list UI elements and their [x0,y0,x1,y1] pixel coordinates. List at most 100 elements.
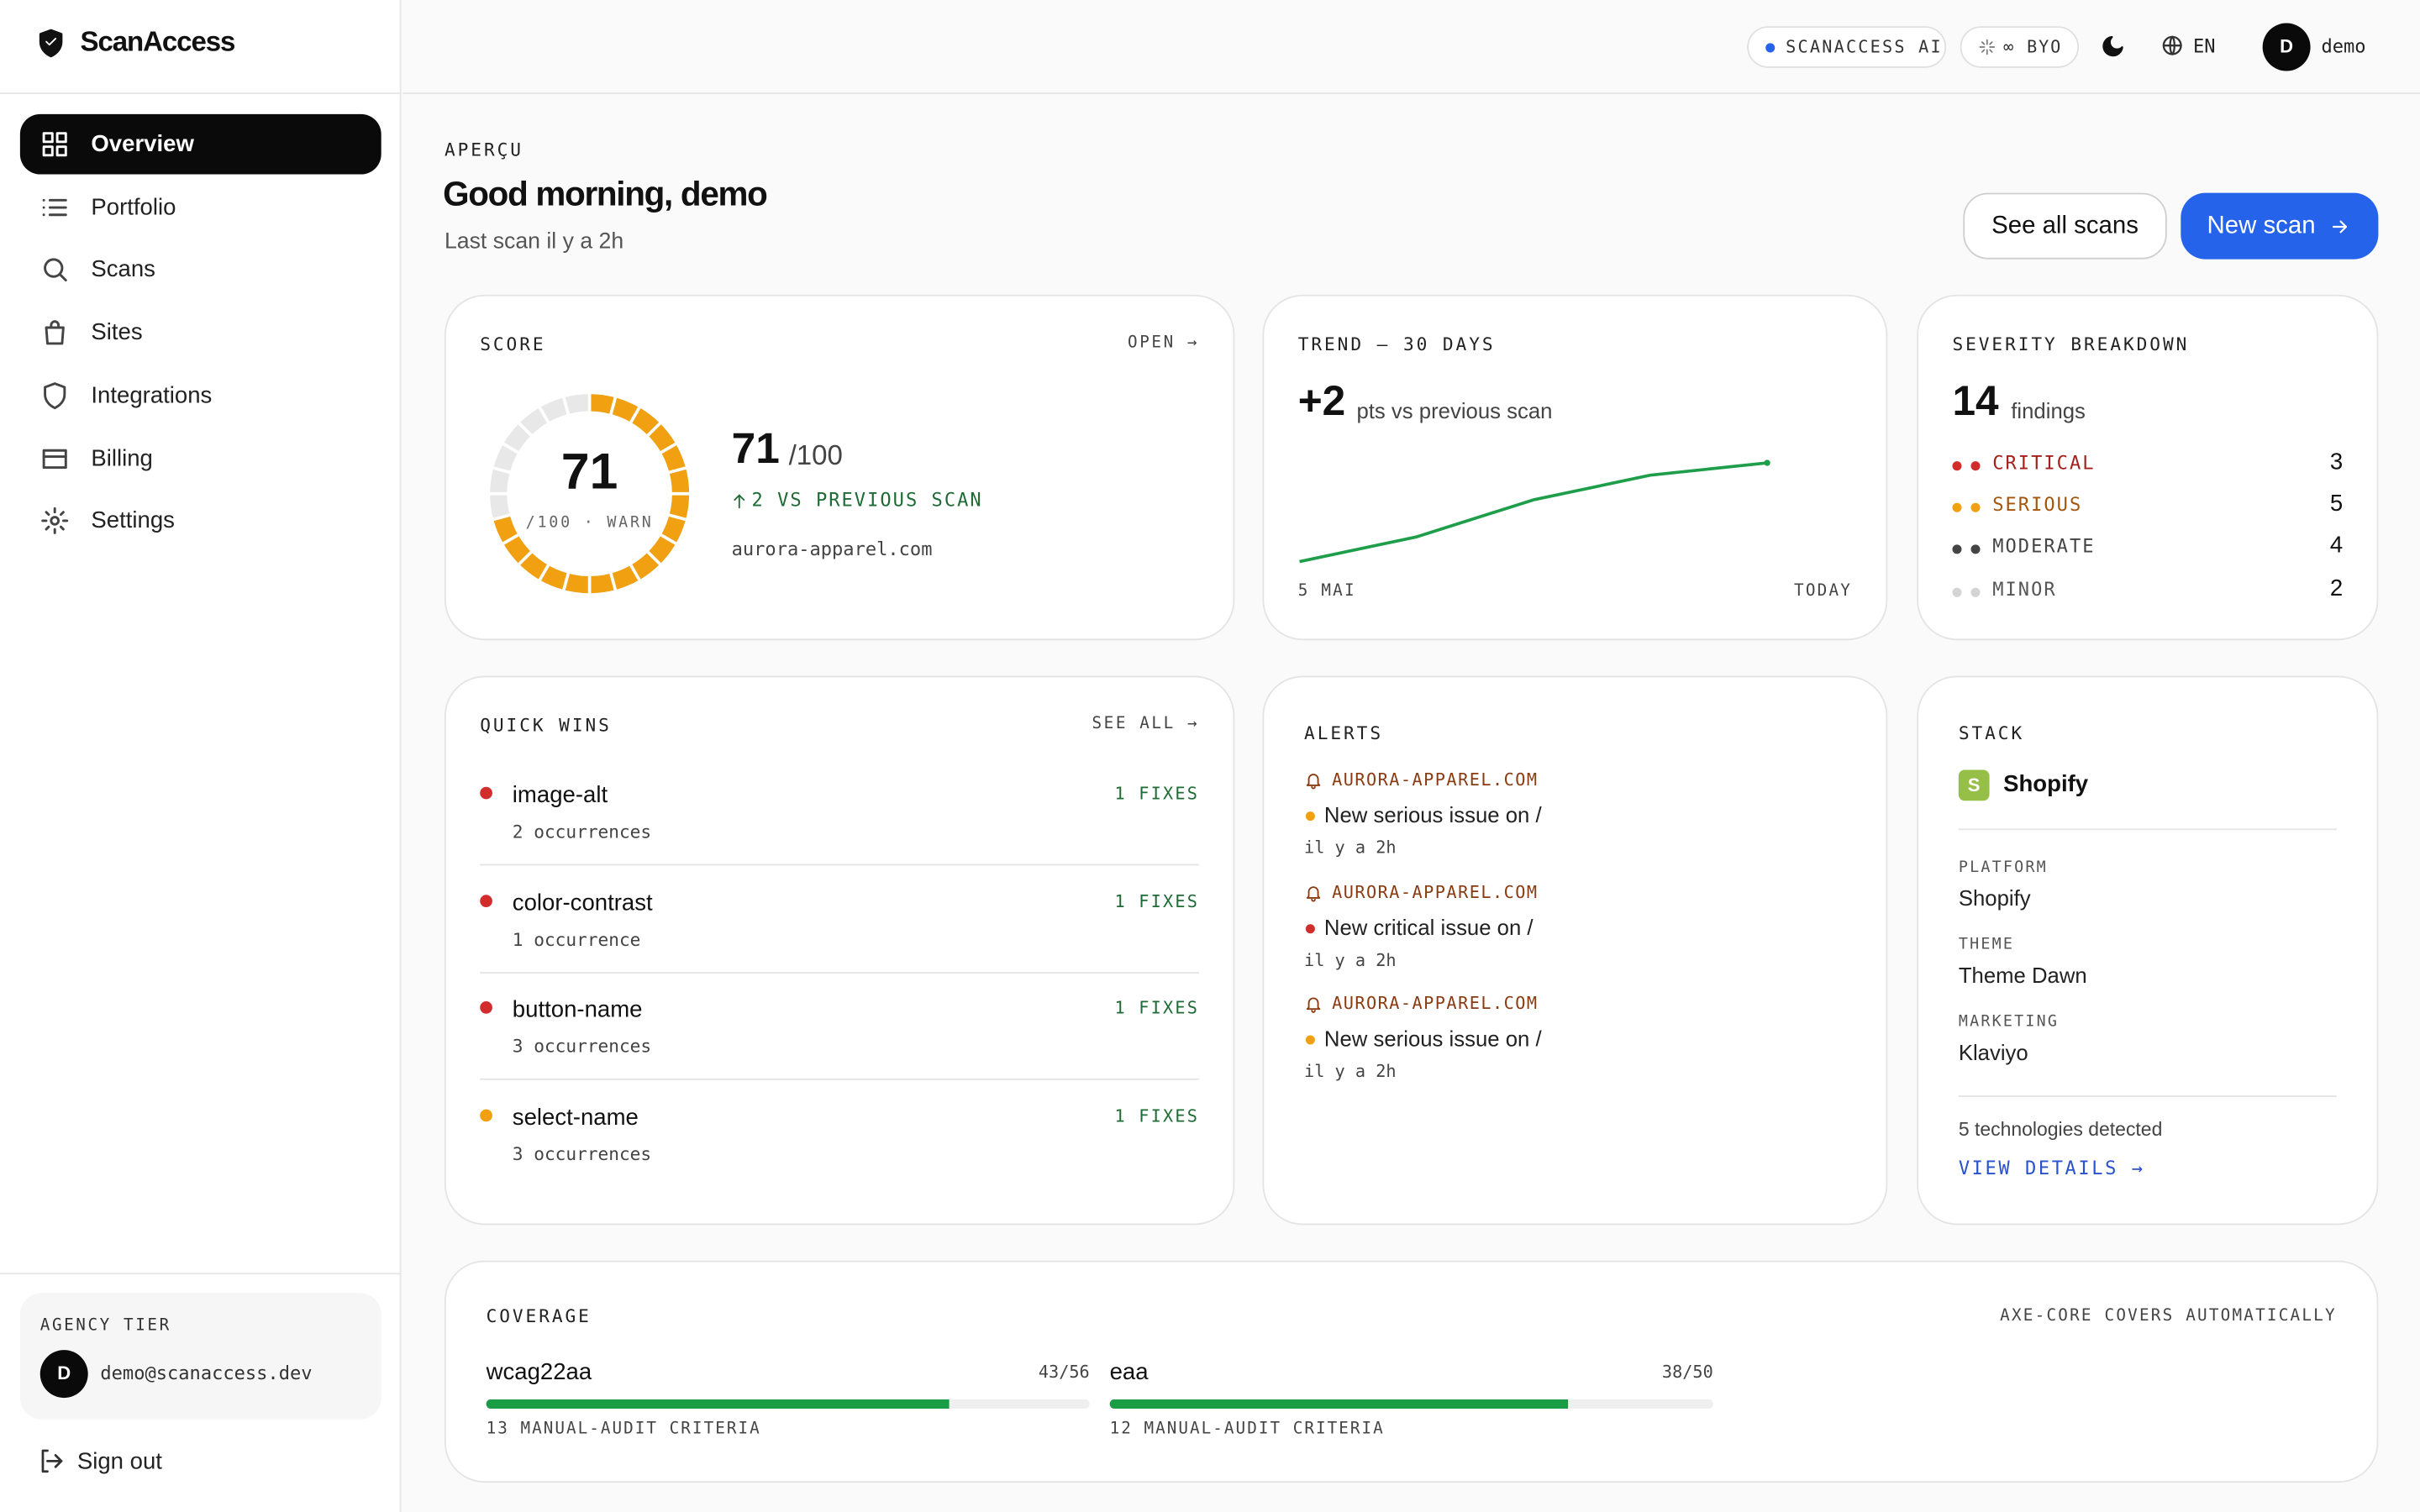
card-title: COVERAGE [486,1305,592,1327]
coverage-track [486,1399,1090,1409]
sparkle-icon-path [1981,49,1986,53]
nav-item[interactable]: Sites [20,302,381,363]
sparkle-icon-path [1989,41,1993,45]
site-name: aurora-apparel.com [731,538,933,560]
nav-icon-path [42,448,67,469]
ring-divider [561,570,571,593]
alert-message: New serious issue on / [1323,1026,1542,1051]
nav-icon [42,448,67,469]
ring-divider [516,420,534,438]
coverage-track [1109,1399,1713,1409]
card-title: SCORE [480,333,546,355]
sign-out-icon [41,1449,63,1473]
secondary-button[interactable]: See all scans [1963,192,2167,260]
nav-icon-path [42,132,54,144]
nav-item[interactable]: Overview [19,113,381,175]
card-title: STACK [1958,722,2025,744]
alert-message: New serious issue on / [1323,802,1542,827]
alert-site[interactable]: AURORA-APPAREL.COM [1332,769,1539,790]
brand-check [45,38,57,46]
coverage-ratio: 43/56 [1038,1362,1090,1383]
trend-line [1299,461,1768,564]
nav-item[interactable]: Settings [20,491,381,551]
bell-icon [1306,774,1321,790]
standard-name: eaa [1109,1359,1149,1386]
bell-icon-path [1311,785,1316,790]
card-link[interactable]: OPEN → [1128,333,1200,352]
rule-name[interactable]: button-name [512,996,643,1024]
rule-name[interactable]: color-contrast [512,890,653,916]
severity-dot [1952,587,1962,597]
bell-icon-path [1311,897,1316,901]
nav-icon [41,507,69,535]
fixes: 1 FIXES [1114,890,1200,911]
sign-out[interactable]: Sign out [37,1444,222,1481]
primary-button-label: New scan [2207,213,2316,239]
bell-icon-path [1306,885,1321,898]
occurrences: 1 occurrence [512,927,641,950]
trend-card: TREND — 30 DAYS +2 pts vs previous scan 5 M… [1262,294,1888,641]
score-value: 71 [731,424,780,473]
severity-name: CRITICAL [1992,452,2096,474]
alert-time: il y a 2h [1304,837,1397,858]
ring-divider [658,441,679,455]
ring-divider [658,532,679,546]
nav-icon-path [44,381,66,409]
nav-icon-path [60,526,65,531]
nav-label: Overview [91,131,194,158]
findings-total: 14 [1952,378,1999,425]
field-label: THEME [1958,936,2015,954]
severity-dot [1970,545,1981,555]
language-button[interactable]: EN [2160,33,2222,60]
card-title: QUICK WINS [480,714,612,737]
nav-label: Settings [91,507,175,534]
nav-icon-path [45,326,65,345]
bell-icon [1306,885,1321,901]
primary-button[interactable]: New scan [2181,192,2379,260]
nav-item[interactable]: Scans [20,239,381,300]
nav-icon [45,320,65,345]
bell-icon [1306,997,1321,1013]
avatar: D [39,1350,88,1399]
divider [480,864,1200,866]
severity-dot [1970,461,1981,471]
ai-pill[interactable]: SCANACCESS AI [1747,26,1947,68]
alert-site[interactable]: AURORA-APPAREL.COM [1332,881,1539,902]
ai-label: SCANACCESS AI [1786,37,1943,57]
score-delta: 2 VS PREVIOUS SCAN [751,489,983,511]
nav-label: Billing [91,444,153,472]
fixes: 1 FIXES [1114,998,1200,1019]
field-label: PLATFORM [1958,859,2048,877]
field-value: Klaviyo [1958,1039,2028,1065]
severity-card: SEVERITY BREAKDOWN 14 findings CRITICAL 3 SER… [1917,294,2379,641]
score-card: SCORE OPEN → 71/100 · WARN 71/100 2 VS PREVI… [444,294,1235,641]
rule-name[interactable]: select-name [512,1104,639,1131]
nav-label: Sites [91,319,143,346]
divider [0,1273,402,1275]
ring-divider [644,549,663,567]
nav-icon-path [55,145,67,157]
severity-dot [1305,923,1315,933]
rule-name[interactable]: image-alt [512,782,608,809]
severity-count: 5 [2329,491,2344,517]
nav-label: Scans [91,256,155,283]
alert-site[interactable]: AURORA-APPAREL.COM [1332,993,1539,1014]
card-title: TREND — 30 DAYS [1297,333,1496,355]
byo-pill[interactable]: ∞ BYO [1960,26,2080,68]
fixes: 1 FIXES [1114,1105,1200,1126]
nav-item[interactable]: Billing [20,428,381,489]
sparkle-icon [1979,39,1996,55]
card-link[interactable]: SEE ALL → [1092,714,1200,733]
ring-divider [500,532,521,546]
sparkle-icon-path [1989,49,1993,53]
theme-toggle[interactable] [2101,34,2125,58]
language-label: EN [2193,35,2216,57]
nav-item[interactable]: Portfolio [20,177,381,238]
ring-divider [666,512,689,522]
eyebrow: APERÇU [444,139,523,161]
nav-item[interactable]: Integrations [20,365,381,426]
details-link[interactable]: VIEW DETAILS → [1958,1157,2145,1179]
